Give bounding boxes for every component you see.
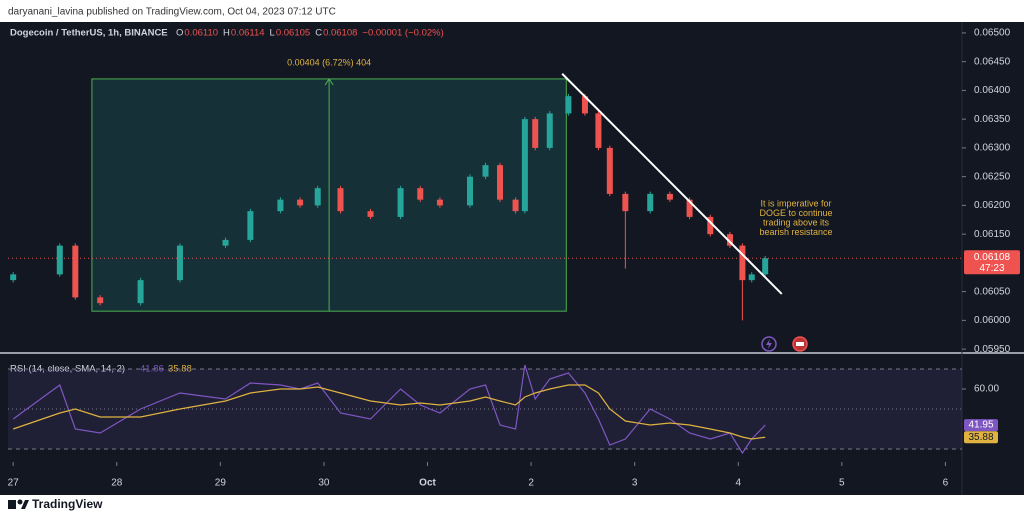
- rsi-y-tick-label: 60.00: [974, 384, 999, 395]
- x-tick-label: 3: [632, 478, 638, 489]
- candle-body: [546, 113, 553, 148]
- candle-body: [10, 274, 17, 281]
- candle-body: [314, 188, 321, 206]
- x-tick-label: 29: [215, 478, 227, 489]
- price-tag-label: 0.06108: [974, 252, 1011, 263]
- ohlc-value: 0.06114: [231, 28, 265, 39]
- candle-body: [297, 199, 304, 206]
- candle-body: [72, 245, 79, 298]
- candle-body: [417, 188, 424, 200]
- x-tick-label: 5: [839, 478, 845, 489]
- y-tick-label: 0.06350: [974, 114, 1011, 125]
- change: −0.00001 (−0.02%): [362, 28, 443, 39]
- y-tick-label: 0.06150: [974, 229, 1011, 240]
- candle-body: [436, 199, 443, 206]
- y-tick-label: 0.06450: [974, 56, 1011, 67]
- x-tick-label: 30: [318, 478, 330, 489]
- candle-body: [707, 216, 714, 235]
- x-tick-label: Oct: [419, 478, 436, 489]
- candle-body: [247, 211, 254, 240]
- candle-body: [521, 119, 528, 212]
- rsi-band-fill: [8, 369, 962, 449]
- candle-body: [739, 245, 746, 281]
- y-tick-label: 0.06200: [974, 200, 1011, 211]
- x-tick-label: 28: [111, 478, 123, 489]
- icon-flag: [796, 342, 804, 346]
- candle-body: [482, 165, 489, 177]
- logo-part: [21, 500, 29, 509]
- candle-body: [497, 165, 504, 200]
- candle-body: [222, 239, 229, 246]
- candle-body: [512, 199, 519, 212]
- y-tick-label: 0.06500: [974, 28, 1011, 39]
- price-tag: [964, 250, 1020, 275]
- candle-body: [337, 188, 344, 212]
- y-tick-label: 0.06400: [974, 85, 1011, 96]
- y-tick-label: 0.06000: [974, 315, 1011, 326]
- ohlc-key: C: [315, 28, 322, 39]
- countdown: 47:23: [979, 263, 1004, 274]
- ohlc-key: H: [223, 28, 230, 39]
- rsi-header-value: 41.86: [140, 364, 164, 375]
- candle-body: [581, 96, 588, 114]
- y-tick-label: 0.05950: [974, 344, 1011, 355]
- y-tick-label: 0.06250: [974, 171, 1011, 182]
- brand-logo: [8, 499, 29, 509]
- measure-label: 0.00404 (6.72%) 404: [287, 57, 371, 67]
- ohlc-value: 0.06105: [276, 28, 310, 39]
- rsi-value-tag: [964, 431, 998, 444]
- candle-body: [466, 176, 473, 206]
- ohlc-key: O: [176, 28, 183, 39]
- icon[interactable]: [761, 336, 777, 352]
- logo-part: [17, 499, 23, 505]
- candle-body: [532, 119, 539, 148]
- annotation: trading above its: [763, 217, 830, 227]
- symbol-title: Dogecoin / TetherUS, 1h, BINANCE: [10, 28, 168, 39]
- candle-body: [397, 188, 404, 217]
- brand: TradingView: [32, 497, 103, 511]
- rsi-value-tag: [964, 419, 998, 432]
- candle-body: [666, 193, 673, 200]
- candle-body: [176, 245, 183, 281]
- candle-body: [726, 234, 733, 246]
- candle-body: [762, 258, 769, 275]
- candle-body: [277, 199, 284, 212]
- y-tick-label: 0.06300: [974, 143, 1011, 154]
- rsi-value-label: 41.95: [968, 420, 993, 431]
- candle-body: [647, 193, 654, 212]
- candle-body: [595, 113, 602, 148]
- x-tick-label: 4: [735, 478, 741, 489]
- attribution: daryanani_lavina published on TradingVie…: [8, 7, 336, 18]
- x-tick-label: 2: [528, 478, 534, 489]
- rsi-line: [12, 384, 766, 440]
- candle-body: [622, 193, 629, 212]
- rsi-value-label: 35.88: [968, 432, 993, 443]
- ohlc-value: 0.06110: [184, 28, 218, 39]
- y-tick-label: 0.06050: [974, 286, 1011, 297]
- candle-body: [137, 280, 144, 304]
- rsi-line: [12, 364, 766, 455]
- candle-body: [686, 199, 693, 217]
- annotation: bearish resistance: [759, 227, 832, 237]
- alert-icons[interactable]: [761, 336, 808, 352]
- candle-body: [748, 274, 755, 281]
- candle-body: [56, 245, 63, 275]
- annotation: It is imperative for: [760, 198, 831, 208]
- measure-arrowhead: [324, 78, 334, 86]
- icon-bolt: [766, 339, 772, 349]
- x-tick-label: 27: [8, 478, 20, 489]
- ohlc-key: L: [270, 28, 275, 39]
- ohlc-value: 0.06108: [323, 28, 357, 39]
- annotation: DOGE to continue: [759, 208, 832, 218]
- candle-body: [606, 147, 613, 194]
- trendline: [561, 73, 783, 295]
- logo-part: [8, 500, 16, 509]
- candle-body: [367, 211, 374, 217]
- x-tick-label: 6: [943, 478, 949, 489]
- candle-body: [97, 297, 104, 304]
- candle-body: [565, 96, 572, 114]
